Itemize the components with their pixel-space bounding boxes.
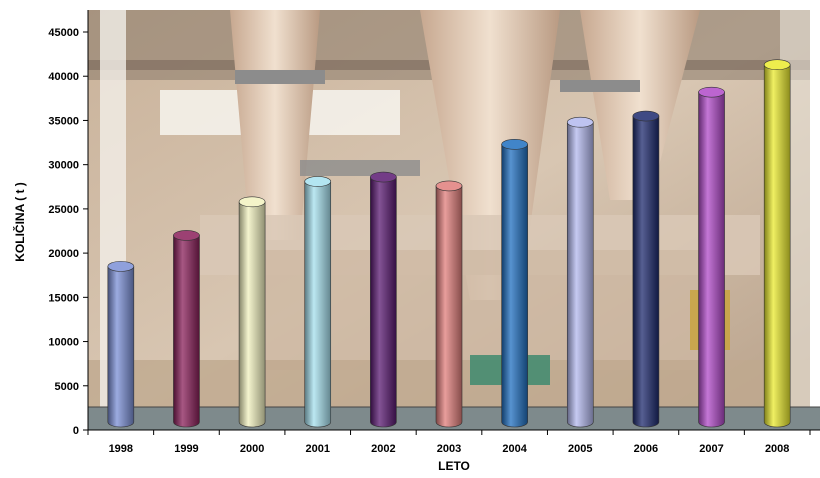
bar-body-2001 bbox=[304, 181, 332, 428]
x-tick-label-2004: 2004 bbox=[502, 443, 527, 455]
y-tick-label-5: 25000 bbox=[48, 204, 79, 216]
bar-body-1999 bbox=[173, 235, 200, 428]
bar-2003 bbox=[435, 180, 463, 428]
bar-top-1999 bbox=[173, 230, 200, 241]
x-tick-label-2000: 2000 bbox=[240, 443, 264, 455]
y-tick-label-4: 20000 bbox=[48, 248, 79, 260]
bar-top-2003 bbox=[435, 180, 463, 192]
bars bbox=[107, 59, 791, 428]
y-tick-label-0: 0 bbox=[73, 425, 79, 437]
x-axis-title: LETO bbox=[438, 459, 470, 473]
x-tick-label-2003: 2003 bbox=[437, 443, 461, 455]
bar-top-2000 bbox=[238, 196, 266, 208]
x-tick-label-1998: 1998 bbox=[109, 443, 133, 455]
bar-body-2004 bbox=[501, 144, 528, 428]
bar-top-2008 bbox=[763, 59, 791, 71]
y-tick-label-7: 35000 bbox=[48, 115, 79, 127]
bar-top-2006 bbox=[632, 110, 660, 122]
bar-top-2005 bbox=[566, 116, 594, 128]
x-tick-label-2001: 2001 bbox=[305, 443, 329, 455]
x-tick-label-2002: 2002 bbox=[371, 443, 395, 455]
bar-2008 bbox=[763, 59, 791, 428]
y-tick-label-3: 15000 bbox=[48, 292, 79, 304]
bar-2004 bbox=[501, 139, 528, 428]
bar-2002 bbox=[370, 171, 397, 428]
bar-1998 bbox=[107, 261, 135, 428]
y-tick-label-6: 30000 bbox=[48, 160, 79, 172]
background-photo bbox=[88, 10, 810, 430]
bar-body-2005 bbox=[566, 121, 594, 428]
bar-2005 bbox=[566, 116, 594, 428]
bar-body-2002 bbox=[370, 176, 397, 428]
bar-1999 bbox=[173, 230, 200, 428]
bar-body-2007 bbox=[698, 91, 725, 428]
bar-2000 bbox=[238, 196, 266, 428]
y-ticks: 0 5000 10000 15000 20000 25000 30000 35000 40000… bbox=[48, 27, 88, 437]
bar-body-1998 bbox=[107, 266, 135, 428]
bar-top-2007 bbox=[698, 86, 725, 98]
y-tick-label-9: 45000 bbox=[48, 27, 79, 39]
y-tick-label-8: 40000 bbox=[48, 71, 79, 83]
bar-body-2000 bbox=[238, 201, 266, 428]
bar-top-1998 bbox=[107, 261, 135, 272]
x-tick-label-1999: 1999 bbox=[174, 443, 198, 455]
bar-body-2003 bbox=[435, 185, 463, 428]
bar-2001 bbox=[304, 176, 332, 428]
bar-2006 bbox=[632, 110, 660, 428]
x-tick-label-2008: 2008 bbox=[765, 443, 789, 455]
bar-top-2002 bbox=[370, 171, 397, 183]
bar-top-2004 bbox=[501, 139, 528, 150]
bar-body-2006 bbox=[632, 115, 660, 428]
bar-2007 bbox=[698, 86, 725, 428]
x-tick-label-2005: 2005 bbox=[568, 443, 592, 455]
bar-body-2008 bbox=[763, 64, 791, 428]
x-tick-label-2007: 2007 bbox=[699, 443, 723, 455]
y-axis-title: KOLIČINA ( t ) bbox=[12, 182, 27, 262]
y-tick-label-2: 10000 bbox=[48, 337, 79, 349]
bar-top-2001 bbox=[304, 176, 332, 187]
y-tick-label-1: 5000 bbox=[55, 381, 79, 393]
x-ticks: 1998 1999 2000 2001 2002 2003 2004 2005 2006 2007… bbox=[87, 430, 811, 455]
x-tick-label-2006: 2006 bbox=[634, 443, 658, 455]
